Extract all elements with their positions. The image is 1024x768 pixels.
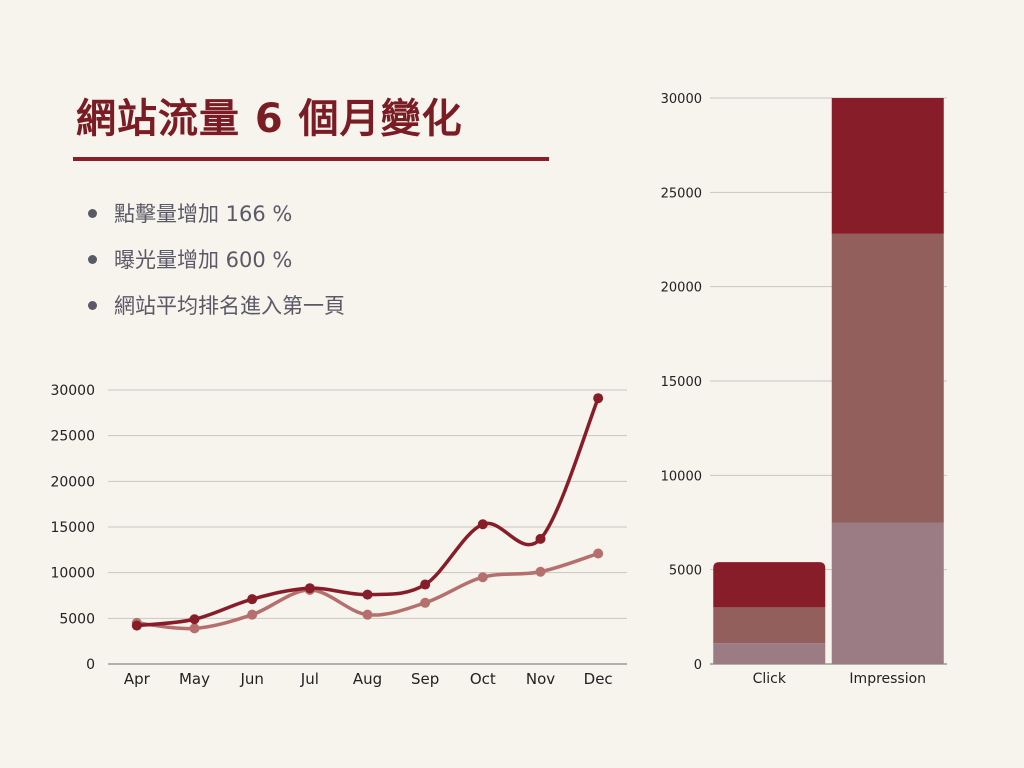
x-tick-label: Apr	[124, 670, 151, 688]
bullet-list: 點擊量增加 166 % 曝光量增加 600 % 網站平均排名進入第一頁	[88, 196, 345, 334]
data-point	[189, 623, 200, 634]
data-point	[247, 609, 258, 620]
y-tick-label: 30000	[50, 383, 95, 399]
y-tick-label: 5000	[669, 564, 702, 579]
bullet-text: 曝光量增加 600 %	[114, 248, 293, 272]
bullet-text: 點擊量增加 166 %	[114, 202, 293, 226]
data-point	[477, 572, 488, 583]
data-point	[362, 589, 373, 600]
x-tick-label: Oct	[470, 670, 496, 688]
x-tick-label: Nov	[526, 670, 555, 688]
y-tick-label: 0	[86, 657, 95, 673]
bullet-text: 網站平均排名進入第一頁	[114, 294, 345, 318]
bar-segment	[831, 233, 944, 523]
bullet-item: 網站平均排名進入第一頁	[88, 288, 345, 334]
data-point	[477, 519, 488, 530]
x-tick-label: May	[179, 670, 210, 688]
data-point	[535, 533, 546, 544]
y-tick-label: 15000	[661, 375, 702, 390]
page-title: 網站流量 6 個月變化	[76, 96, 463, 142]
y-tick-label: 20000	[661, 281, 702, 296]
y-tick-label: 30000	[661, 92, 702, 107]
bullet-dot	[88, 209, 97, 218]
y-tick-label: 25000	[50, 429, 95, 445]
x-tick-label: Jun	[239, 670, 263, 688]
data-point	[189, 614, 200, 625]
data-point	[362, 609, 373, 620]
y-tick-label: 10000	[50, 566, 95, 582]
bar-segment	[713, 643, 826, 664]
data-point	[420, 579, 431, 590]
bullet-dot	[88, 301, 97, 310]
bar-segment	[713, 607, 826, 644]
data-point	[593, 548, 604, 559]
data-point	[304, 583, 315, 594]
bar-segment	[831, 98, 944, 234]
bar-segment	[831, 522, 944, 664]
x-tick-label: Aug	[353, 670, 382, 688]
y-tick-label: 5000	[59, 611, 95, 627]
bar-segment	[713, 562, 826, 608]
y-tick-label: 0	[694, 658, 702, 673]
stacked-bar-chart: 0 5000 10000 15000 20000 25000 30000 Click Impre…	[661, 92, 947, 687]
title-underline	[73, 157, 549, 161]
bullet-dot	[88, 255, 97, 264]
x-tick-label: Dec	[584, 670, 613, 688]
data-point	[247, 594, 258, 605]
line-chart: 0 5000 10000 15000 20000 25000 30000 Apr May Jun J…	[50, 383, 627, 688]
x-tick-label: Impression	[849, 671, 926, 687]
data-point	[593, 393, 604, 404]
x-tick-label: Jul	[300, 670, 319, 688]
y-tick-label: 20000	[50, 474, 95, 490]
bullet-item: 點擊量增加 166 %	[88, 196, 345, 242]
data-point	[131, 620, 142, 631]
data-point	[535, 566, 546, 577]
data-point	[420, 597, 431, 608]
y-tick-label: 15000	[50, 520, 95, 536]
y-tick-label: 25000	[661, 186, 702, 201]
x-tick-label: Click	[753, 671, 787, 687]
x-tick-label: Sep	[411, 670, 439, 688]
y-tick-label: 10000	[661, 469, 702, 484]
bullet-item: 曝光量增加 600 %	[88, 242, 345, 288]
